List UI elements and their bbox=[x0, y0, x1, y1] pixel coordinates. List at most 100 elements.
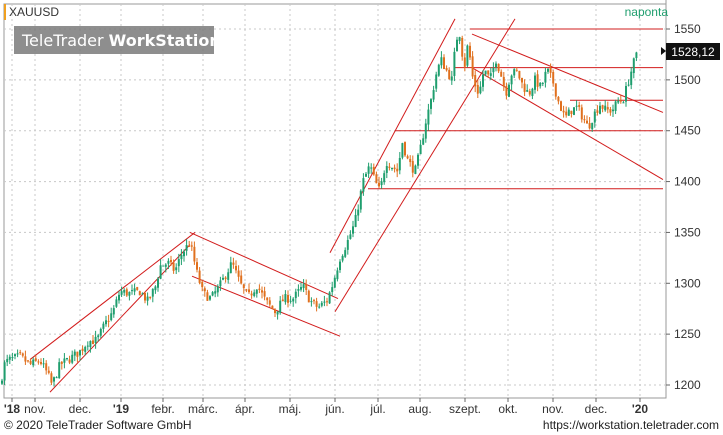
x-tick-label: nov. bbox=[24, 402, 46, 416]
candle-body bbox=[164, 264, 167, 267]
candle-body bbox=[63, 358, 66, 363]
candle-body bbox=[422, 138, 425, 145]
y-tick-label: 1250 bbox=[674, 327, 701, 341]
candle-body bbox=[86, 345, 89, 347]
candle-body bbox=[339, 261, 341, 271]
candle-body bbox=[513, 69, 516, 76]
candle-body bbox=[66, 357, 68, 360]
candle-body bbox=[172, 262, 175, 271]
candle-body bbox=[42, 363, 45, 365]
candle-body bbox=[183, 251, 185, 257]
candle-body bbox=[578, 105, 581, 107]
source-url[interactable]: https://workstation.teletrader.com bbox=[542, 418, 719, 432]
candle-body bbox=[263, 291, 266, 297]
trend-line bbox=[334, 18, 516, 313]
candle-body bbox=[248, 289, 250, 293]
candle-body bbox=[448, 69, 451, 80]
candle-body bbox=[393, 167, 396, 170]
candle-body bbox=[214, 291, 217, 294]
candle-body bbox=[19, 352, 22, 354]
candle-body bbox=[328, 292, 331, 304]
candle-body bbox=[414, 165, 417, 174]
candle-body bbox=[554, 83, 557, 97]
candle-body bbox=[531, 88, 534, 96]
candle-body bbox=[281, 299, 284, 302]
candle-body bbox=[565, 111, 568, 116]
candle-body bbox=[34, 358, 37, 361]
candle-body bbox=[151, 289, 154, 297]
trend-line bbox=[191, 275, 341, 337]
candle-body bbox=[11, 357, 14, 359]
trend-line bbox=[471, 33, 664, 113]
x-axis-labels: '18 nov. dec. '19 febr. márc. ápr. máj. jún. júl.… bbox=[4, 398, 648, 416]
candle-body bbox=[541, 82, 544, 84]
candle-body bbox=[8, 356, 11, 360]
candle-body bbox=[326, 301, 328, 303]
candle-body bbox=[149, 296, 152, 299]
candle-body bbox=[276, 311, 279, 315]
candle-body bbox=[162, 265, 165, 267]
candle-body bbox=[250, 293, 253, 296]
x-tick-label: jún. bbox=[324, 402, 344, 416]
candle-body bbox=[492, 67, 495, 73]
candle-body bbox=[388, 166, 391, 168]
x-tick-label: '19 bbox=[113, 402, 130, 416]
x-tick-label: ápr. bbox=[235, 402, 255, 416]
candle-body bbox=[609, 109, 612, 113]
last-price-pointer bbox=[661, 47, 666, 55]
candle-body bbox=[456, 39, 458, 52]
candle-body bbox=[154, 286, 157, 291]
candle-body bbox=[495, 63, 497, 68]
candle-body bbox=[203, 288, 206, 292]
candle-body bbox=[315, 301, 318, 307]
candle-body bbox=[487, 70, 490, 75]
trend-line bbox=[29, 232, 196, 360]
candle-body bbox=[40, 362, 42, 364]
candle-body bbox=[552, 71, 555, 84]
candle-body bbox=[196, 262, 198, 270]
candle-body bbox=[115, 299, 118, 307]
candle-body bbox=[229, 262, 232, 274]
candle-body bbox=[3, 362, 6, 381]
candle-body bbox=[440, 57, 443, 66]
candle-body bbox=[401, 143, 404, 158]
candle-body bbox=[198, 270, 201, 283]
y-tick-label: 1500 bbox=[674, 73, 701, 87]
candle-body bbox=[484, 70, 487, 75]
candle-body bbox=[583, 119, 586, 121]
candle-body bbox=[575, 105, 578, 107]
candle-body bbox=[445, 68, 448, 71]
candle-body bbox=[547, 68, 549, 72]
candle-body bbox=[528, 91, 531, 95]
candle-body bbox=[125, 289, 128, 296]
candle-body bbox=[89, 341, 92, 348]
candle-body bbox=[284, 294, 287, 303]
candle-body bbox=[570, 110, 573, 114]
y-tick-label: 1300 bbox=[674, 276, 701, 290]
candle-body bbox=[521, 77, 523, 83]
candle-body bbox=[110, 313, 113, 321]
candle-body bbox=[518, 70, 521, 79]
candle-body bbox=[279, 300, 282, 313]
candle-body bbox=[206, 292, 209, 301]
candle-body bbox=[591, 122, 594, 130]
candle-body bbox=[209, 296, 211, 300]
candle-body bbox=[482, 74, 484, 87]
candle-body bbox=[409, 158, 412, 163]
candle-body bbox=[534, 75, 536, 90]
candle-body bbox=[6, 358, 9, 363]
candle-body bbox=[419, 144, 422, 155]
candle-body bbox=[411, 161, 414, 173]
candle-body bbox=[396, 168, 399, 172]
candle-body bbox=[367, 166, 370, 174]
candle-body bbox=[612, 109, 614, 112]
candle-body bbox=[526, 90, 529, 92]
y-tick-label: 1450 bbox=[674, 124, 701, 138]
candle-body bbox=[201, 281, 204, 288]
candle-body bbox=[289, 300, 292, 302]
candle-body bbox=[632, 58, 635, 74]
x-tick-label: júl. bbox=[369, 402, 385, 416]
candle-body bbox=[391, 167, 393, 169]
candle-body bbox=[385, 166, 388, 173]
candle-body bbox=[102, 323, 105, 329]
